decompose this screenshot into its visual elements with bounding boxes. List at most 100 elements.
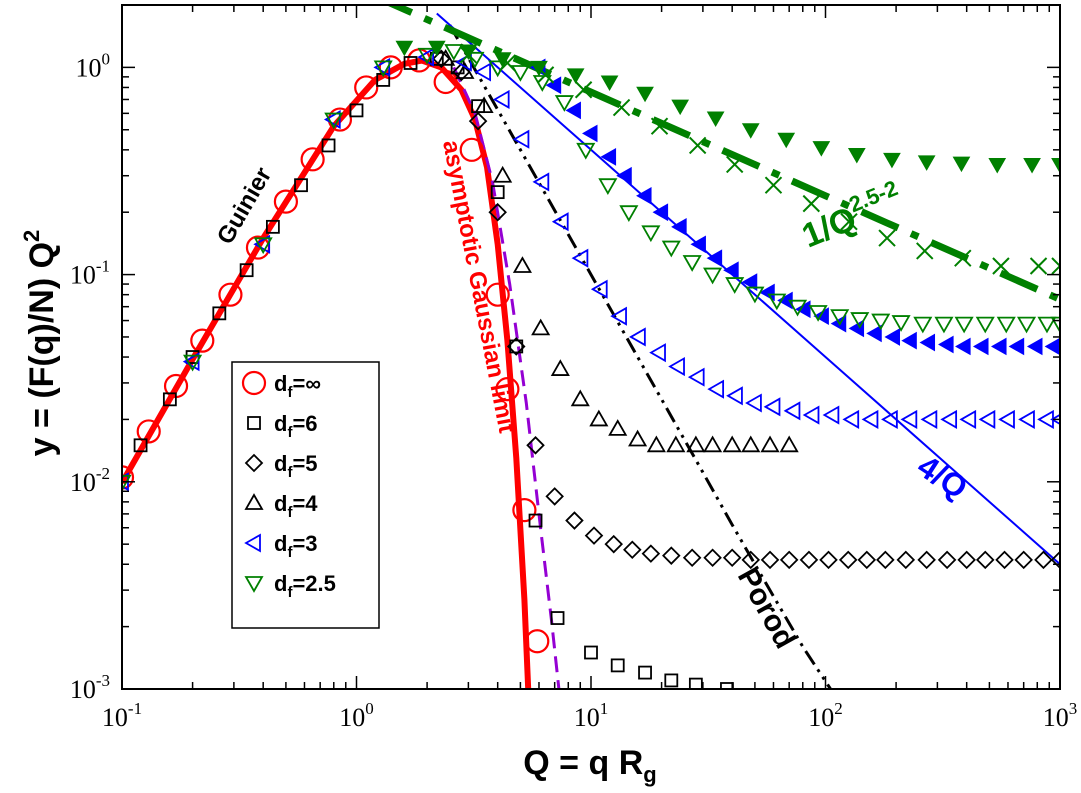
data-point: [847, 147, 866, 164]
data-point: [952, 156, 971, 173]
data-point: [604, 534, 623, 554]
data-point: [212, 306, 227, 321]
data-point: [1050, 316, 1060, 334]
data-point: [570, 389, 590, 407]
curve-line: [448, 24, 832, 689]
data-point: [628, 429, 648, 447]
data-point: [706, 249, 723, 268]
data-point: [664, 673, 679, 688]
data-point: [600, 147, 617, 166]
data-point: [682, 548, 702, 568]
data-point: [253, 234, 271, 254]
data-point: [373, 60, 393, 78]
data-point: [722, 548, 742, 568]
y-axis-label: y = (F(q)/N) Q2: [19, 230, 61, 457]
data-point: [725, 277, 745, 294]
data-point: [988, 157, 1007, 174]
data-point: [723, 261, 739, 280]
data-point: [866, 324, 882, 343]
data-point: [763, 397, 781, 417]
data-point: [662, 546, 681, 565]
data-point: [646, 435, 666, 453]
legend-label: df=2.5: [274, 571, 336, 601]
data-point: [253, 237, 273, 255]
legend-marker: [244, 493, 264, 510]
data-point: [492, 89, 510, 110]
data-point: [321, 138, 336, 153]
data-point: [576, 142, 596, 160]
legend-items: df=∞ df=6 df=5 df=4 df=3 df=2.5: [241, 370, 336, 601]
data-point: [741, 123, 760, 139]
data-point: [901, 331, 917, 350]
data-point: [526, 436, 545, 455]
data-point: [767, 293, 787, 311]
data-point: [954, 316, 974, 334]
data-point: [510, 65, 530, 82]
data-point: [878, 229, 896, 247]
x-tick-label: 103: [1043, 699, 1078, 732]
data-point: [417, 47, 437, 65]
data-point: [764, 176, 783, 194]
data-point: [584, 526, 604, 545]
data-point: [741, 273, 758, 291]
series-df_3: [122, 47, 1060, 492]
data-point: [459, 137, 484, 162]
data-point: [838, 550, 858, 570]
data-point: [940, 409, 958, 429]
data-point: [1026, 337, 1043, 356]
data-point: [403, 56, 418, 70]
data-point: [619, 205, 639, 223]
data-point: [848, 319, 865, 338]
annotation-porod: Porod: [731, 562, 802, 654]
data-point: [666, 435, 686, 453]
data-point: [136, 419, 161, 444]
data-point: [934, 316, 954, 334]
data-point: [608, 419, 628, 436]
data-point: [571, 248, 589, 268]
data-point: [436, 48, 456, 66]
data-point: [871, 313, 891, 331]
data-point: [488, 202, 507, 222]
data-point: [265, 219, 280, 234]
data-point: [273, 189, 299, 214]
data-point: [641, 544, 661, 563]
series-df_2.5_x: [459, 46, 1060, 275]
data-point: [652, 203, 669, 222]
data-point: [779, 435, 799, 453]
data-point: [725, 155, 744, 174]
data-point: [493, 165, 513, 183]
data-point: [432, 49, 451, 69]
data-point: [813, 307, 829, 326]
data-point: [917, 155, 936, 171]
data-point: [465, 51, 485, 69]
data-point: [840, 212, 858, 231]
data-point: [995, 550, 1014, 570]
data-point: [760, 435, 780, 453]
data-point: [991, 337, 1007, 356]
data-point: [551, 212, 569, 232]
data-point: [913, 316, 933, 334]
legend-box: [231, 361, 380, 629]
data-point: [1016, 316, 1037, 334]
data-point: [459, 46, 478, 64]
data-point: [1044, 337, 1060, 356]
data-point: [996, 316, 1016, 334]
data-point: [973, 337, 989, 356]
data-point: [122, 465, 135, 490]
data-point: [536, 66, 555, 84]
data-point: [959, 409, 977, 429]
data-point: [589, 409, 609, 427]
legend-marker: [241, 370, 267, 396]
data-point: [373, 57, 391, 77]
data-point: [992, 257, 1010, 275]
curve-line: [452, 66, 561, 689]
data-point: [707, 379, 725, 399]
data-point: [891, 315, 911, 332]
data-point: [760, 550, 780, 570]
data-point: [590, 279, 608, 299]
data-point: [323, 110, 341, 130]
plot-area: [122, 5, 1060, 689]
data-point: [183, 354, 203, 372]
data-point: [802, 194, 821, 213]
data-point: [830, 309, 850, 326]
